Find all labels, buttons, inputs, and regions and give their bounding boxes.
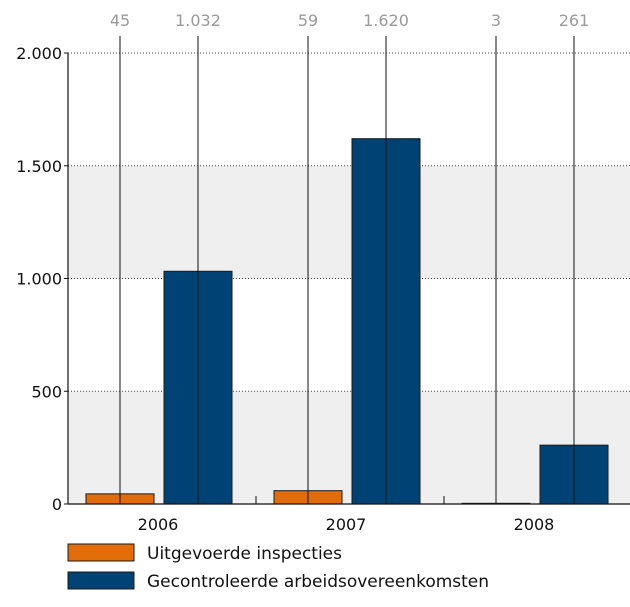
x-tick-label: 2008	[514, 515, 555, 534]
data-label: 3	[491, 11, 501, 30]
y-tick-label: 0	[52, 495, 62, 514]
legend: Uitgevoerde inspecties Gecontroleerde arb…	[67, 543, 489, 592]
background-band	[68, 165, 630, 279]
legend-label: Uitgevoerde inspecties	[147, 544, 342, 564]
legend-label: Gecontroleerde arbeidsovereenkomsten	[147, 572, 489, 592]
value-labels: 45 1.032 59 1.620 3 261	[110, 11, 589, 30]
y-tick-label: 1.500	[16, 157, 62, 176]
legend-swatch	[67, 543, 135, 562]
x-tick-label: 2007	[326, 515, 367, 534]
y-tick-label: 2.000	[16, 44, 62, 63]
data-label: 1.032	[175, 11, 221, 30]
data-label: 59	[298, 11, 318, 30]
y-tick-label: 500	[31, 382, 62, 401]
axes: 0 500 1.000 1.500 2.000 2006 2007 2008	[16, 44, 630, 534]
x-tick-label: 2006	[138, 515, 179, 534]
legend-swatch	[67, 571, 135, 590]
value-leader-lines	[119, 36, 575, 504]
data-label: 45	[110, 11, 130, 30]
y-tick-label: 1.000	[16, 270, 62, 289]
background-band	[68, 391, 630, 504]
background-bands	[68, 165, 630, 504]
data-label: 1.620	[363, 11, 409, 30]
gridlines	[68, 52, 630, 392]
data-label: 261	[559, 11, 590, 30]
